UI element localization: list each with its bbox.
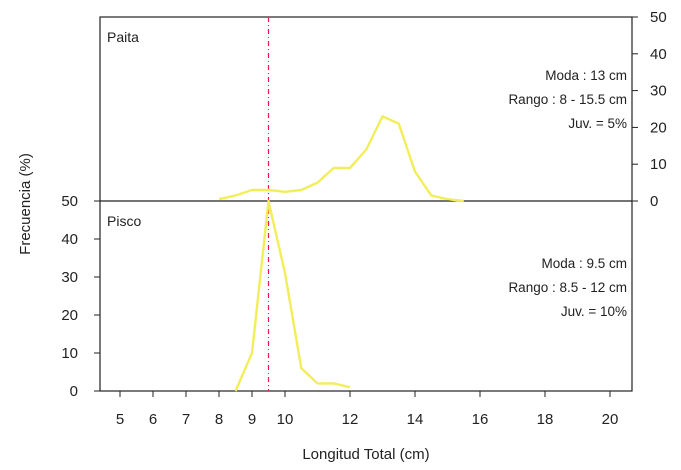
plot-frame [99, 16, 633, 392]
x-tick-label: 7 [182, 411, 190, 428]
panel-label-bottom: Pisco [107, 213, 141, 229]
x-tick-label: 6 [149, 411, 157, 428]
series-group [218, 115, 464, 392]
x-tick-label: 14 [407, 411, 424, 428]
annotation-bottom: Moda : 9.5 cm [541, 256, 627, 271]
x-tick-label: 9 [248, 411, 256, 428]
panel-label-top: Paita [107, 29, 139, 45]
x-ticks-group: 5 6 7 8 9 10 12 14 16 18 20 [116, 391, 619, 428]
y-tick-label-top: 10 [650, 156, 667, 173]
y-tick-label-top: 30 [650, 83, 667, 100]
annotation-top: Moda : 13 cm [545, 68, 627, 83]
y-axis-label: Frecuencia (%) [17, 153, 34, 255]
annotation-bottom: Juv. = 10% [561, 304, 627, 319]
annotations-group: Moda : 13 cm Rango : 8 - 15.5 cm Juv. = 5%… [508, 68, 627, 319]
y-tick-label-top: 0 [650, 193, 658, 210]
x-tick-label: 5 [116, 411, 124, 428]
y-tick-label-bottom: 40 [61, 231, 78, 248]
series-line-bottom [234, 199, 351, 392]
y-tick-label-bottom: 50 [61, 193, 78, 210]
y-tick-label-top: 20 [650, 119, 667, 136]
x-tick-label: 12 [342, 411, 359, 428]
y-tick-label-top: 50 [650, 9, 667, 26]
y-tick-label-bottom: 0 [70, 383, 78, 400]
x-axis-label: Longitud Total (cm) [302, 446, 429, 463]
x-tick-label: 10 [277, 411, 294, 428]
panel-labels-group: Paita Pisco [107, 29, 141, 229]
x-tick-label: 20 [602, 411, 619, 428]
y-tick-label-bottom: 30 [61, 269, 78, 286]
y-ticks-group: 0 10 20 30 40 50 0 10 20 30 40 50 [61, 9, 666, 400]
annotation-top: Rango : 8 - 15.5 cm [508, 92, 627, 107]
y-tick-label-bottom: 20 [61, 307, 78, 324]
series-line-top [218, 115, 464, 203]
y-tick-label-bottom: 10 [61, 345, 78, 362]
annotation-bottom: Rango : 8.5 - 12 cm [508, 280, 627, 295]
x-tick-label: 16 [472, 411, 489, 428]
x-tick-label: 18 [537, 411, 554, 428]
y-tick-label-top: 40 [650, 46, 667, 63]
annotation-top: Juv. = 5% [568, 116, 627, 131]
x-tick-label: 8 [215, 411, 223, 428]
